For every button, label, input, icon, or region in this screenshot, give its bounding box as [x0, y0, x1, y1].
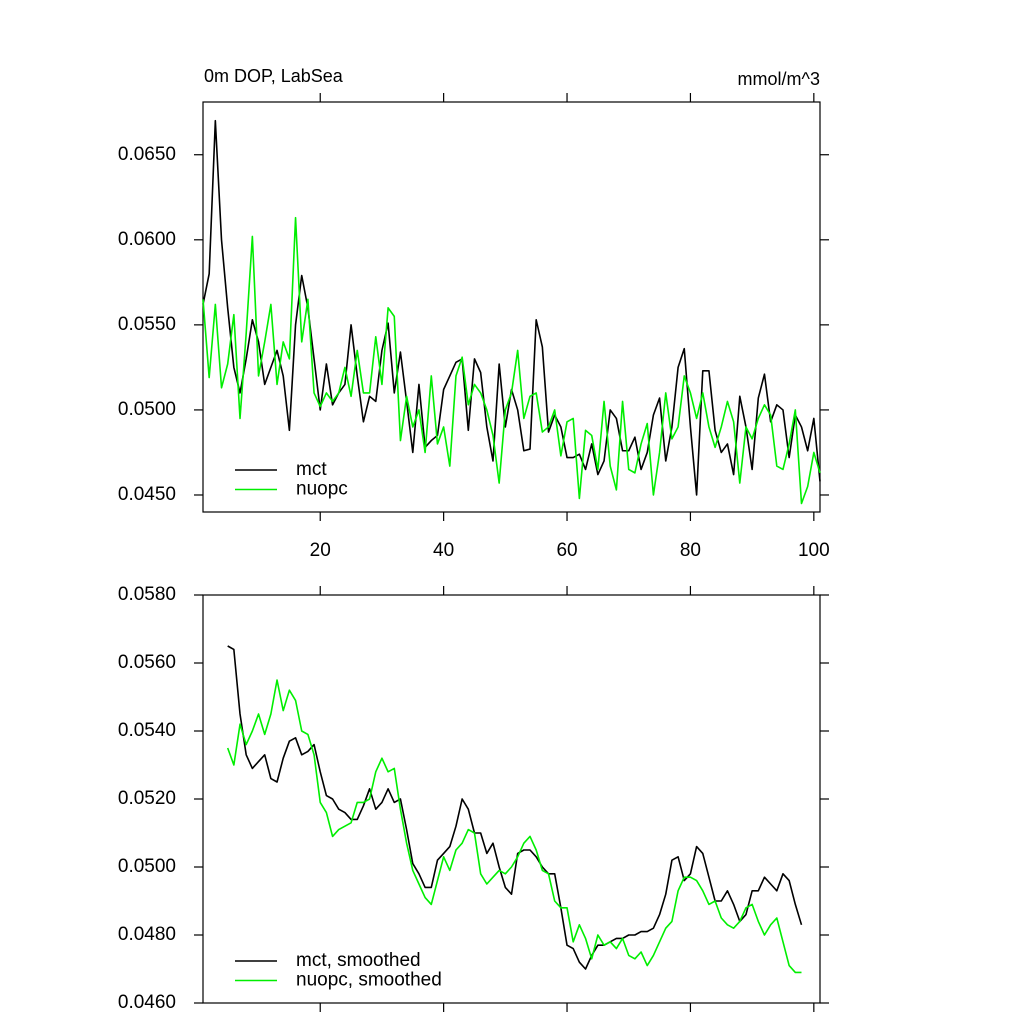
y-tick-label: 0.0600: [118, 229, 176, 250]
data-line: [226, 679, 802, 974]
x-tick-label: 20: [310, 540, 331, 561]
data-line: [227, 645, 803, 970]
y-tick-label: 0.0460: [118, 992, 176, 1013]
y-tick-label: 0.0560: [118, 652, 176, 673]
y-tick-label: 0.0550: [118, 314, 176, 335]
y-tick-label: 0.0580: [118, 584, 176, 605]
y-tick-label: 0.0650: [118, 144, 176, 165]
y-tick-label: 0.0540: [118, 720, 176, 741]
plot-frame: [202, 101, 821, 513]
x-tick-label: 80: [680, 540, 701, 561]
plot-frame: [202, 594, 821, 1004]
x-tick-label: 40: [433, 540, 454, 561]
data-line: [202, 216, 821, 505]
y-tick-label: 0.0500: [118, 856, 176, 877]
y-tick-label: 0.0520: [118, 788, 176, 809]
y-tick-label: 0.0450: [118, 484, 176, 505]
data-line: [202, 119, 821, 496]
chart-title: 0m DOP, LabSea: [204, 66, 344, 86]
legend-label: mct, smoothed: [296, 950, 421, 971]
legend-label: mct: [296, 459, 327, 480]
legend-label: nuopc, smoothed: [296, 970, 442, 991]
units-label: mmol/m^3: [738, 69, 820, 89]
x-tick-label: 100: [798, 540, 830, 561]
y-tick-label: 0.0500: [118, 399, 176, 420]
x-tick-label: 60: [556, 540, 577, 561]
y-tick-label: 0.0480: [118, 924, 176, 945]
legend-label: nuopc: [296, 479, 348, 500]
